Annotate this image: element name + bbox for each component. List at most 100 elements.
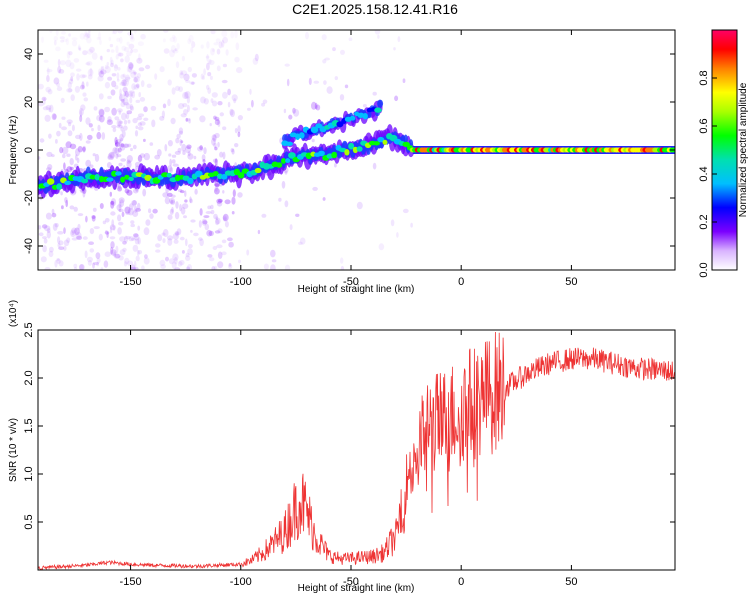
spectrogram-noise-cell bbox=[63, 162, 66, 171]
spectrogram-ridge-core bbox=[374, 107, 382, 113]
spectrogram-noise-cell bbox=[213, 142, 217, 148]
spectrogram-noise-cell bbox=[167, 98, 171, 107]
y-tick-label: 40 bbox=[23, 48, 35, 60]
spectrogram-noise-cell bbox=[208, 58, 212, 64]
spectrogram-noise-cell bbox=[118, 140, 122, 148]
spectrogram-noise-cell bbox=[91, 127, 94, 132]
spectrogram-noise-cell bbox=[83, 97, 89, 102]
spectrogram-noise-cell bbox=[293, 109, 300, 117]
spectrogram-noise-cell bbox=[251, 99, 254, 108]
spectrogram-noise-cell bbox=[71, 124, 75, 132]
spectrogram-noise-cell bbox=[204, 223, 210, 231]
spectrogram-noise-cell bbox=[189, 198, 193, 204]
spectrogram-noise-cell bbox=[127, 119, 131, 124]
spectrogram-noise-cell bbox=[222, 126, 227, 131]
spectrogram-noise-cell bbox=[69, 62, 75, 70]
spectrogram-noise-cell bbox=[206, 229, 213, 237]
spectrogram-noise-cell bbox=[402, 78, 406, 83]
spectrogram-noise-cell bbox=[217, 119, 221, 127]
spectrogram-noise-cell bbox=[170, 117, 176, 125]
spectrogram-noise-cell bbox=[100, 66, 104, 75]
spectrogram-noise-cell bbox=[48, 107, 51, 113]
spectrogram-noise-cell bbox=[191, 41, 196, 48]
spectrogram-noise-cell bbox=[211, 266, 216, 270]
snr-y-axis-label: SNR (10 * v/v) bbox=[8, 418, 19, 482]
spectrogram-noise-cell bbox=[149, 213, 154, 219]
spectrogram-noise-cell bbox=[190, 229, 193, 233]
spectrogram-noise-cell bbox=[70, 94, 75, 101]
spectrogram-noise-cell bbox=[63, 239, 70, 247]
spectrogram-noise-cell bbox=[109, 236, 116, 240]
spectrogram-noise-cell bbox=[126, 110, 133, 115]
colorbar-ticks: 0.0 0.2 0.4 0.6 0.8 bbox=[698, 70, 717, 278]
spectrogram-noise-cell bbox=[215, 219, 220, 226]
spectrogram-noise-cell bbox=[221, 251, 227, 256]
spectrogram-noise-cell bbox=[115, 45, 119, 54]
spectrogram-noise-cell bbox=[102, 220, 107, 225]
spectrogram-noise-cell bbox=[170, 45, 176, 53]
spectrogram-noise-cell bbox=[156, 149, 162, 157]
spectrogram-noise-cell bbox=[98, 109, 105, 117]
spectrogram-noise-cell bbox=[123, 47, 130, 52]
spectrogram-noise-cell bbox=[117, 52, 122, 57]
spectrogram-noise-cell bbox=[202, 75, 205, 80]
spectrogram-noise-cell bbox=[123, 119, 128, 125]
spectrogram-noise-cell bbox=[55, 30, 59, 36]
spectrogram-noise-cell bbox=[130, 220, 135, 225]
spectrogram-noise-cell bbox=[113, 30, 117, 35]
spectrogram-noise-cell bbox=[181, 250, 185, 254]
spectrogram-noise-cell bbox=[321, 34, 327, 41]
spectrogram-noise-cell bbox=[82, 74, 87, 78]
spectrogram-noise-cell bbox=[110, 198, 117, 207]
spectrogram-noise-cell bbox=[93, 261, 99, 266]
spectrogram-noise-cell bbox=[171, 87, 176, 95]
snr-background bbox=[38, 330, 675, 570]
spectrogram-noise-cell bbox=[54, 260, 58, 268]
spectrogram-noise-cell bbox=[205, 211, 212, 214]
spectrogram-ridge-core bbox=[47, 178, 55, 185]
spectrogram-noise-cell bbox=[84, 30, 88, 36]
spectrogram-noise-cell bbox=[135, 125, 139, 130]
spectrogram-noise-cell bbox=[299, 237, 306, 245]
spectrogram-noise-cell bbox=[159, 259, 166, 266]
spectrogram-noise-cell bbox=[82, 146, 86, 153]
spectrogram-ridge-core bbox=[318, 150, 325, 157]
spectrogram-noise-cell bbox=[91, 215, 96, 219]
spectrogram-ridge-core bbox=[166, 172, 172, 178]
spectrogram-noise-cell bbox=[87, 74, 93, 80]
spectrogram-noise-cell bbox=[68, 78, 74, 85]
spectrogram-noise-cell bbox=[42, 245, 47, 253]
spectrogram-noise-cell bbox=[66, 51, 71, 59]
spectrogram-noise-cell bbox=[117, 214, 122, 222]
spectrogram-noise-cell bbox=[178, 130, 184, 135]
spectrogram-noise-cell bbox=[135, 99, 141, 103]
spectrogram-noise-cell bbox=[133, 71, 137, 75]
colorbar-tick-label: 0.0 bbox=[698, 262, 710, 277]
spectrogram-noise-cell bbox=[199, 238, 204, 247]
spectrogram-noise-cell bbox=[164, 144, 168, 152]
spectrogram-noise-cell bbox=[58, 260, 64, 267]
spectrogram-noise-cell bbox=[231, 148, 235, 155]
spectrogram-noise-cell bbox=[139, 153, 146, 158]
spectrogram-noise-cell bbox=[184, 199, 188, 203]
spectrogram-noise-cell bbox=[97, 124, 101, 132]
spectrogram-noise-cell bbox=[322, 59, 327, 64]
spectrogram-noise-cell bbox=[216, 200, 223, 207]
spectrogram-noise-cell bbox=[284, 264, 291, 270]
spectrogram-noise-cell bbox=[179, 190, 185, 194]
spectrogram-noise-cell bbox=[167, 214, 173, 220]
spectrogram-noise-cell bbox=[106, 61, 110, 66]
spectrogram-noise-cell bbox=[126, 65, 130, 73]
spectrogram-noise-cell bbox=[402, 208, 409, 214]
spectrogram-noise-cell bbox=[179, 70, 183, 76]
spectrogram-noise-cell bbox=[203, 68, 207, 76]
spectrogram-noise-cell bbox=[100, 55, 104, 62]
spectrogram-noise-cell bbox=[116, 37, 121, 42]
spectrogram-noise-cell bbox=[170, 199, 173, 204]
spectrogram-noise-cell bbox=[334, 163, 337, 168]
spectrogram-noise-cell bbox=[169, 158, 173, 167]
spectrogram-noise-cell bbox=[82, 236, 88, 240]
spectrogram-noise-cell bbox=[174, 211, 180, 220]
spectrogram-noise-cell bbox=[51, 208, 55, 215]
spectrogram-noise-cell bbox=[79, 264, 85, 270]
